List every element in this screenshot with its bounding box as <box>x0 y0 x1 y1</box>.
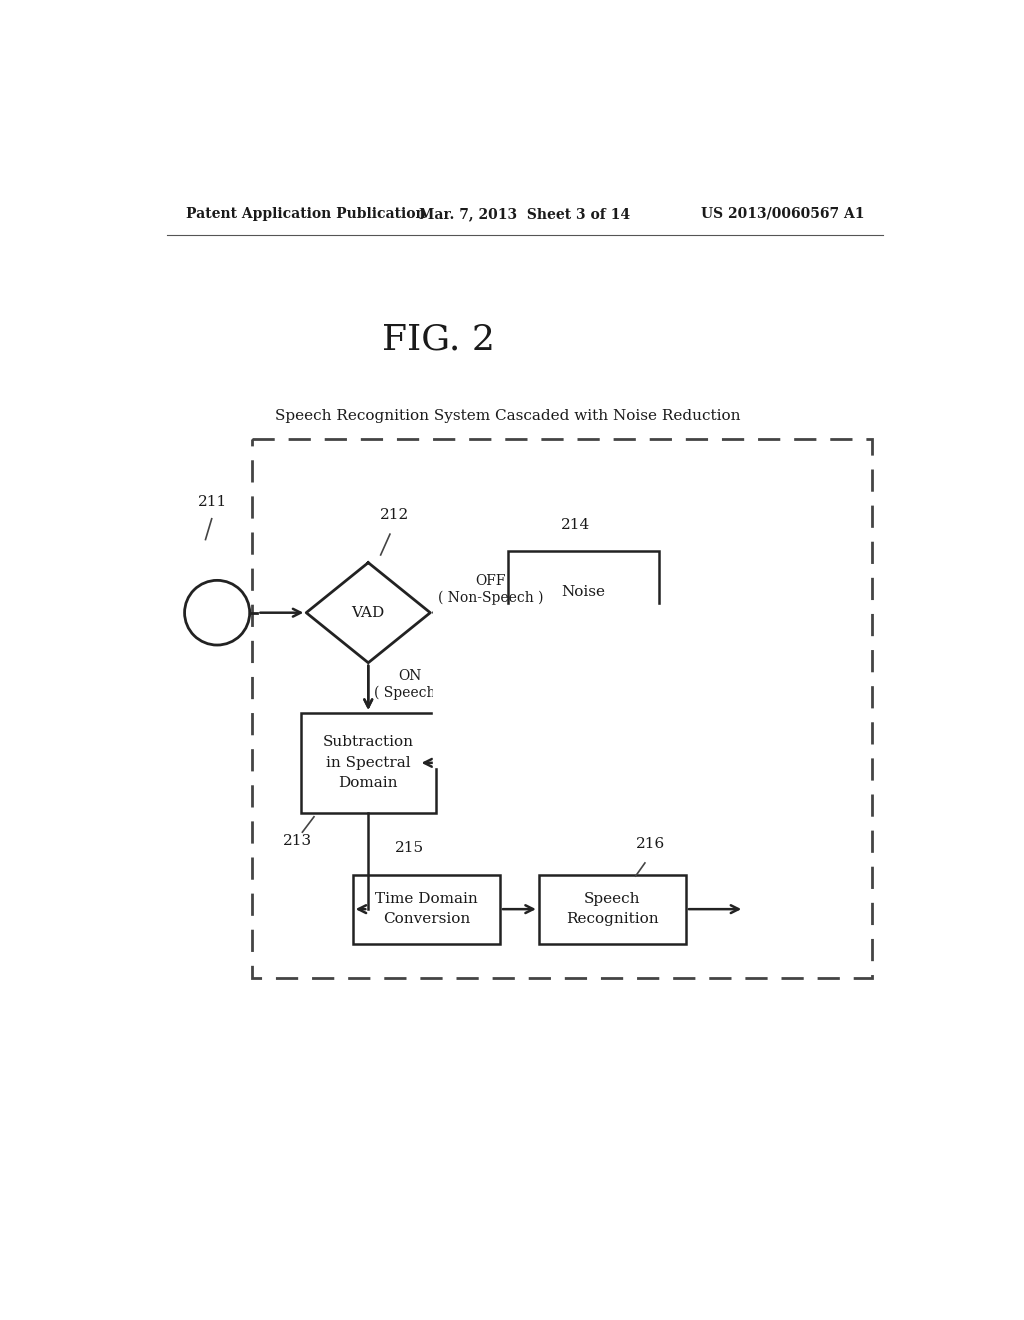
Text: 216: 216 <box>636 837 665 851</box>
Text: OFF
( Non-Speech ): OFF ( Non-Speech ) <box>438 574 544 605</box>
Text: ON
( Speech ): ON ( Speech ) <box>375 669 445 700</box>
Text: Mar. 7, 2013  Sheet 3 of 14: Mar. 7, 2013 Sheet 3 of 14 <box>419 207 631 220</box>
Text: FIG. 2: FIG. 2 <box>382 322 495 356</box>
Bar <box>432 605 818 767</box>
Text: Time Domain
Conversion: Time Domain Conversion <box>375 892 478 927</box>
Text: Speech Recognition System Cascaded with Noise Reduction: Speech Recognition System Cascaded with … <box>275 409 740 424</box>
Bar <box>352 874 500 944</box>
Bar <box>252 440 872 978</box>
Circle shape <box>184 581 250 645</box>
Text: 214: 214 <box>560 517 590 532</box>
Bar <box>301 713 436 813</box>
Text: 211: 211 <box>198 495 227 508</box>
Text: Speech
Recognition: Speech Recognition <box>566 892 658 927</box>
Text: 213: 213 <box>283 834 312 849</box>
Text: Noise
Spectrum
Estimation: Noise Spectrum Estimation <box>542 585 625 640</box>
Text: 212: 212 <box>380 508 410 521</box>
Text: Patent Application Publication: Patent Application Publication <box>186 207 426 220</box>
Bar <box>508 552 658 667</box>
Text: US 2013/0060567 A1: US 2013/0060567 A1 <box>700 207 864 220</box>
Text: 215: 215 <box>395 841 425 855</box>
Text: VAD: VAD <box>351 606 385 619</box>
Bar <box>539 874 686 944</box>
Text: Subtraction
in Spectral
Domain: Subtraction in Spectral Domain <box>323 735 414 791</box>
